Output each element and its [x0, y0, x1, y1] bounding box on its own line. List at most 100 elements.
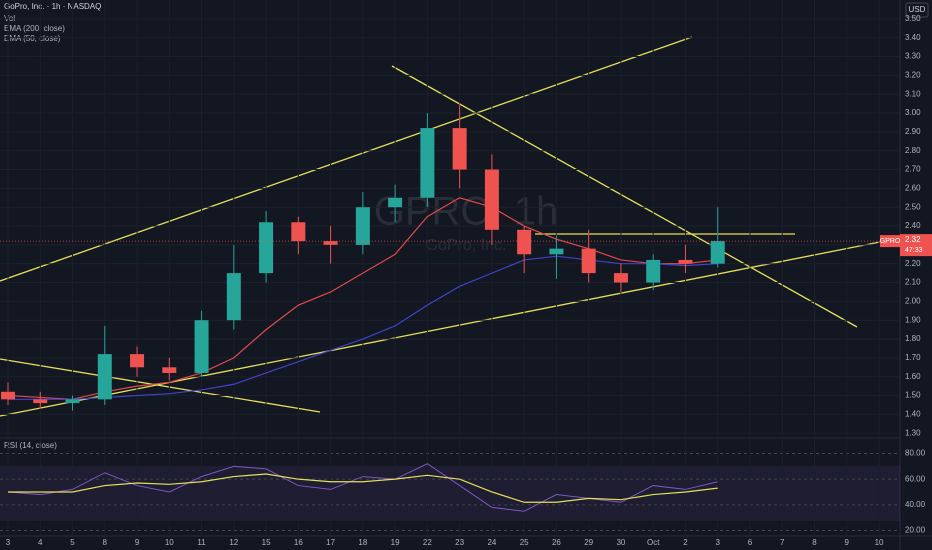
ema-line [8, 255, 718, 400]
x-tick-label: 5 [70, 538, 75, 547]
y-tick-label: 2.80 [905, 146, 921, 155]
x-tick-label: 10 [165, 538, 174, 547]
x-tick-label: 12 [229, 538, 238, 547]
rsi-title: RSI (14, close) [4, 441, 57, 450]
y-tick-label: 2.40 [905, 221, 921, 230]
x-tick-label: 26 [552, 538, 561, 547]
candle-body [130, 354, 145, 368]
rsi-tick-label: 80.00 [905, 449, 926, 458]
rsi-tick-label: 60.00 [905, 474, 926, 483]
x-tick-label: 9 [135, 538, 140, 547]
rsi-ma-line [8, 473, 718, 503]
ema-line [7, 197, 718, 400]
x-tick-label: Oct [647, 538, 660, 547]
candle-body [97, 354, 112, 400]
y-tick-label: 1.50 [905, 391, 921, 400]
candle-body [549, 248, 564, 255]
x-tick-label: 29 [584, 538, 593, 547]
candle-body [581, 248, 596, 274]
candle-body [388, 197, 403, 208]
x-tick-label: 3 [715, 538, 720, 547]
y-tick-label: 3.20 [905, 70, 921, 79]
candle-body [355, 207, 370, 245]
x-tick-label: 3 [6, 538, 11, 547]
currency-box[interactable] [905, 2, 929, 18]
candle-body [162, 367, 177, 373]
x-tick-label: 8 [103, 538, 108, 547]
x-tick-label: 30 [616, 538, 625, 547]
x-tick-label: 24 [487, 538, 496, 547]
countdown: 47:33 [905, 247, 923, 254]
candle-body [710, 241, 725, 264]
x-tick-label: 22 [423, 538, 432, 547]
watermark: GPRO, 1h [374, 190, 559, 234]
y-tick-label: 2.00 [905, 296, 921, 305]
candle-body [452, 128, 467, 170]
rsi-tick-label: 40.00 [905, 500, 926, 509]
x-tick-label: 4 [38, 538, 43, 547]
indicator-label: EMA (200, close) [4, 24, 65, 33]
y-tick-label: 1.80 [905, 334, 921, 343]
trend-line [0, 36, 693, 282]
candle-body [678, 259, 693, 264]
chart-title: GoPro, Inc. · 1h · NASDAQ [4, 2, 101, 11]
x-tick-label: 17 [326, 538, 335, 547]
y-tick-label: 2.70 [905, 165, 921, 174]
price-label: 2.32 [905, 235, 921, 244]
x-tick-label: 18 [358, 538, 367, 547]
x-tick-label: 23 [455, 538, 464, 547]
trend-line [391, 65, 858, 328]
x-tick-label: 7 [780, 538, 785, 547]
symbol-label: GPRO [880, 238, 901, 245]
y-tick-label: 2.50 [905, 202, 921, 211]
symbol-box [880, 235, 900, 248]
candle-body [291, 222, 306, 242]
y-tick-label: 3.40 [905, 33, 921, 42]
y-tick-label: 3.00 [905, 108, 921, 117]
x-tick-label: 2 [683, 538, 688, 547]
candle-body [194, 320, 209, 373]
y-tick-label: 1.40 [905, 410, 921, 419]
candle-body [65, 399, 80, 404]
indicator-label: EMA (50, close) [4, 34, 61, 43]
y-tick-label: 1.60 [905, 372, 921, 381]
x-tick-label: 15 [262, 538, 271, 547]
x-tick-label: 6 [748, 538, 753, 547]
y-tick-label: 1.70 [905, 353, 921, 362]
rsi-band [0, 466, 900, 521]
y-tick-label: 2.90 [905, 127, 921, 136]
rsi-tick-label: 20.00 [905, 526, 926, 535]
y-tick-label: 1.90 [905, 315, 921, 324]
candle-body [259, 222, 274, 274]
x-tick-label: 25 [520, 538, 529, 547]
x-tick-label: 16 [294, 538, 303, 547]
candle-body [646, 259, 661, 283]
y-tick-label: 2.20 [905, 259, 921, 268]
x-tick-label: 19 [391, 538, 400, 547]
candle-body [517, 229, 532, 255]
candle-body [484, 169, 499, 230]
candle-body [1, 391, 15, 400]
x-tick-label: 10 [875, 538, 884, 547]
y-tick-label: 2.60 [905, 183, 921, 192]
candle-body [226, 273, 241, 321]
candle-body [420, 128, 435, 198]
y-tick-label: 3.50 [905, 14, 921, 23]
trend-line [0, 358, 321, 413]
rsi-line [7, 463, 718, 512]
candle-body [33, 399, 48, 404]
x-tick-label: 9 [845, 538, 850, 547]
x-tick-label: 11 [197, 538, 206, 547]
y-tick-label: 3.10 [905, 89, 921, 98]
y-tick-label: 2.10 [905, 278, 921, 287]
currency[interactable]: USD [909, 5, 926, 14]
watermark-subtitle: GoPro, Inc. [426, 237, 507, 254]
price-box [900, 234, 932, 257]
candle-body [613, 273, 628, 283]
y-tick-label: 1.30 [905, 428, 921, 437]
y-tick-label: 3.30 [905, 52, 921, 61]
candle-body [323, 241, 338, 245]
